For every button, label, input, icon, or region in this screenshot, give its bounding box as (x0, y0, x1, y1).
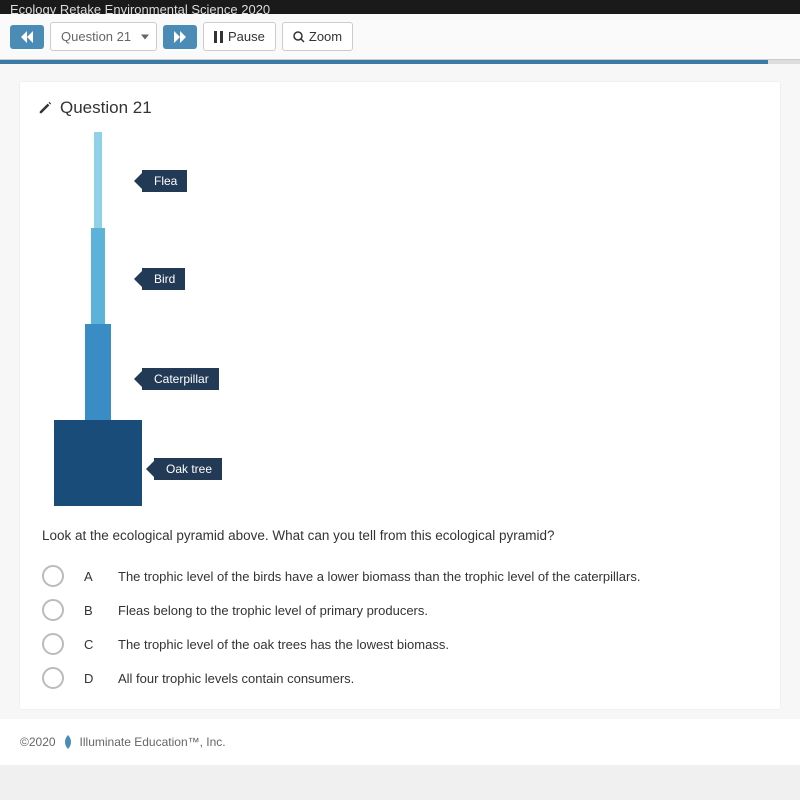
pyramid-segment (54, 420, 142, 506)
choice-row: A The trophic level of the birds have a l… (38, 559, 762, 593)
app-header: Ecology Retake Environmental Science 202… (0, 0, 800, 14)
app-title: Ecology Retake Environmental Science 202… (10, 2, 270, 14)
choice-letter: D (84, 671, 98, 686)
pyramid-segment (91, 228, 105, 324)
progress-fill (0, 60, 768, 64)
choice-letter: C (84, 637, 98, 652)
choice-text: The trophic level of the oak trees has t… (118, 637, 449, 652)
forward-icon (173, 31, 187, 43)
toolbar: Question 21 Pause Zoom (0, 14, 800, 60)
choice-radio[interactable] (42, 667, 64, 689)
pyramid-segment (94, 132, 102, 228)
choice-radio[interactable] (42, 565, 64, 587)
pyramid-label: Flea (142, 170, 187, 192)
footer: ©2020 Illuminate Education™, Inc. (0, 719, 800, 765)
search-icon (293, 31, 305, 43)
choice-row: D All four trophic levels contain consume… (38, 661, 762, 695)
question-dropdown[interactable]: Question 21 (50, 22, 157, 51)
next-button[interactable] (163, 25, 197, 49)
page-body: Question 21 FleaBirdCaterpillarOak tree … (0, 64, 800, 719)
question-prompt: Look at the ecological pyramid above. Wh… (42, 528, 762, 543)
zoom-button[interactable]: Zoom (282, 22, 353, 51)
pyramid-label: Bird (142, 268, 185, 290)
pause-label: Pause (228, 29, 265, 44)
choice-letter: A (84, 569, 98, 584)
question-dropdown-wrap: Question 21 (50, 22, 157, 51)
pause-icon (214, 31, 224, 43)
rewind-icon (20, 31, 34, 43)
brand: Illuminate Education™, Inc. (80, 735, 226, 749)
choice-text: Fleas belong to the trophic level of pri… (118, 603, 428, 618)
pyramid-label: Oak tree (154, 458, 222, 480)
pyramid-segment (85, 324, 111, 420)
question-title-row: Question 21 (38, 98, 762, 118)
progress-bar (0, 60, 800, 64)
zoom-label: Zoom (309, 29, 342, 44)
copyright: ©2020 (20, 735, 56, 749)
choice-radio[interactable] (42, 599, 64, 621)
choice-row: C The trophic level of the oak trees has … (38, 627, 762, 661)
leaf-icon (62, 735, 74, 749)
question-card: Question 21 FleaBirdCaterpillarOak tree … (20, 82, 780, 709)
choice-radio[interactable] (42, 633, 64, 655)
prev-button[interactable] (10, 25, 44, 49)
choice-row: B Fleas belong to the trophic level of pr… (38, 593, 762, 627)
choice-text: The trophic level of the birds have a lo… (118, 569, 640, 584)
pyramid-label: Caterpillar (142, 368, 219, 390)
question-title: Question 21 (60, 98, 152, 118)
pyramid-chart: Flea Bird Caterpillar Oak tree (52, 132, 762, 512)
pause-button[interactable]: Pause (203, 22, 276, 51)
pencil-icon (38, 101, 52, 115)
choices-list: A The trophic level of the birds have a l… (38, 559, 762, 695)
choice-text: All four trophic levels contain consumer… (118, 671, 354, 686)
choice-letter: B (84, 603, 98, 618)
